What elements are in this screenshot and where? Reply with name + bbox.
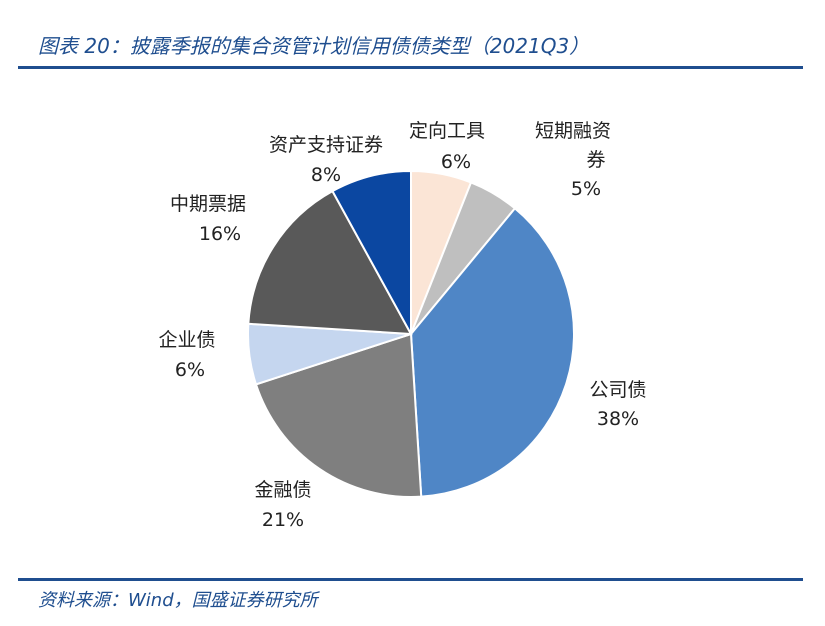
- slice-percent-label-2: 5%: [571, 178, 601, 200]
- source-note: 资料来源：Wind，国盛证券研究所: [38, 590, 318, 611]
- source-divider: [18, 578, 803, 581]
- title-divider: [18, 66, 803, 69]
- slice-name-label-6: 中期票据: [170, 193, 246, 215]
- pie-slice-7: [331, 169, 412, 335]
- slice-name-label-4: 金融债: [254, 479, 311, 501]
- slice-name-label-5: 企业债: [158, 329, 215, 351]
- slice-percent-label-5: 6%: [175, 359, 205, 381]
- pie-slice-3: [409, 207, 575, 498]
- pie-slices: [246, 169, 575, 499]
- slice-percent-label-4: 21%: [262, 509, 304, 531]
- slice-percent-label-3: 38%: [597, 408, 639, 430]
- slice-percent-label-1: 6%: [441, 151, 471, 173]
- pie-slice-6: [247, 189, 413, 336]
- pie-slice-4: [254, 332, 423, 499]
- slice-name-label-3: 公司债: [589, 379, 646, 401]
- slice-name-label-2: 券: [586, 149, 605, 171]
- slice-name-label-2: 短期融资: [535, 120, 611, 142]
- chart-title: 图表 20：披露季报的集合资管计划信用债债类型（2021Q3）: [38, 34, 590, 58]
- slice-percent-label-6: 16%: [199, 223, 241, 245]
- slice-name-label-7: 资产支持证券: [269, 134, 383, 156]
- slice-percent-label-7: 8%: [311, 164, 341, 186]
- slice-name-label-1: 定向工具: [409, 120, 485, 142]
